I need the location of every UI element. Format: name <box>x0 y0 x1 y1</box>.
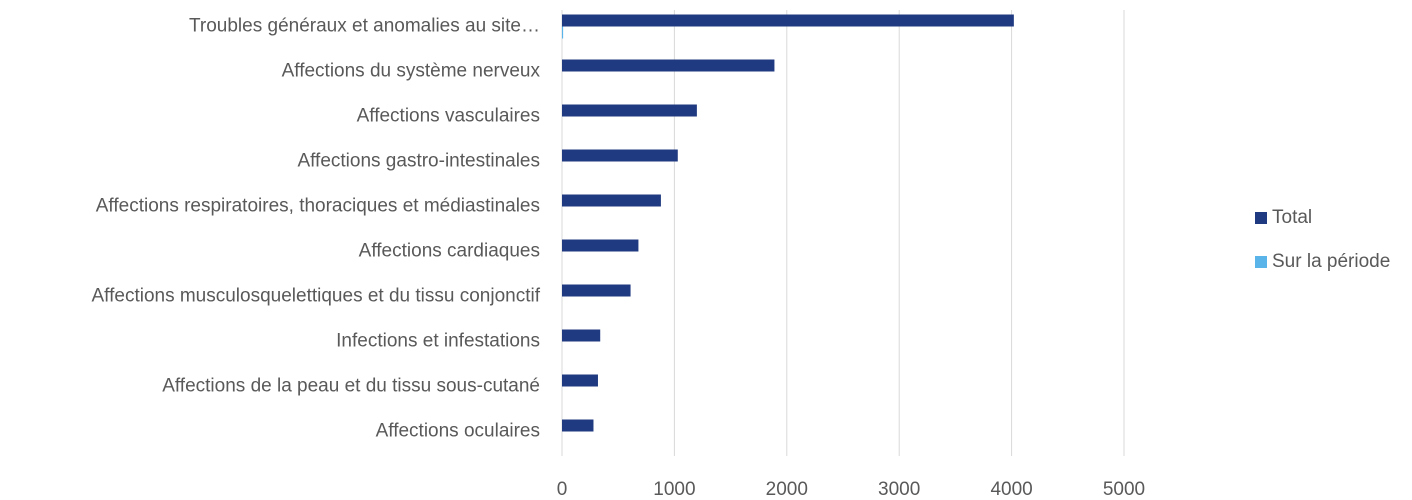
x-tick-label: 0 <box>557 479 568 500</box>
y-tick-label: Affections oculaires <box>376 421 540 442</box>
bar <box>562 26 564 39</box>
x-tick-label: 5000 <box>1103 479 1145 500</box>
bar <box>562 329 601 342</box>
y-tick-label: Affections gastro-intestinales <box>297 151 540 172</box>
bar <box>562 59 775 72</box>
y-tick-label: Infections et infestations <box>336 331 540 352</box>
bar <box>562 374 598 387</box>
legend-label: Sur la période <box>1272 251 1390 272</box>
x-tick-label: 1000 <box>653 479 695 500</box>
bar <box>562 149 678 162</box>
bar <box>562 14 1014 27</box>
y-tick-label: Affections respiratoires, thoraciques et… <box>96 196 540 217</box>
y-tick-label: Affections du système nerveux <box>282 61 541 82</box>
bar <box>562 239 639 252</box>
bar <box>562 284 631 297</box>
y-tick-label: Affections musculosquelettiques et du ti… <box>91 286 540 307</box>
legend-swatch <box>1255 256 1267 268</box>
y-tick-label: Affections vasculaires <box>357 106 540 127</box>
bar <box>562 104 697 117</box>
x-tick-label: 4000 <box>990 479 1032 500</box>
bar <box>562 194 661 207</box>
legend-label: Total <box>1272 207 1312 228</box>
x-tick-label: 3000 <box>878 479 920 500</box>
x-tick-label: 2000 <box>766 479 808 500</box>
legend-swatch <box>1255 212 1267 224</box>
y-tick-label: Affections cardiaques <box>359 241 540 262</box>
bar <box>562 419 594 432</box>
y-tick-label: Troubles généraux et anomalies au site… <box>189 16 540 37</box>
y-tick-label: Affections de la peau et du tissu sous-c… <box>162 376 540 397</box>
